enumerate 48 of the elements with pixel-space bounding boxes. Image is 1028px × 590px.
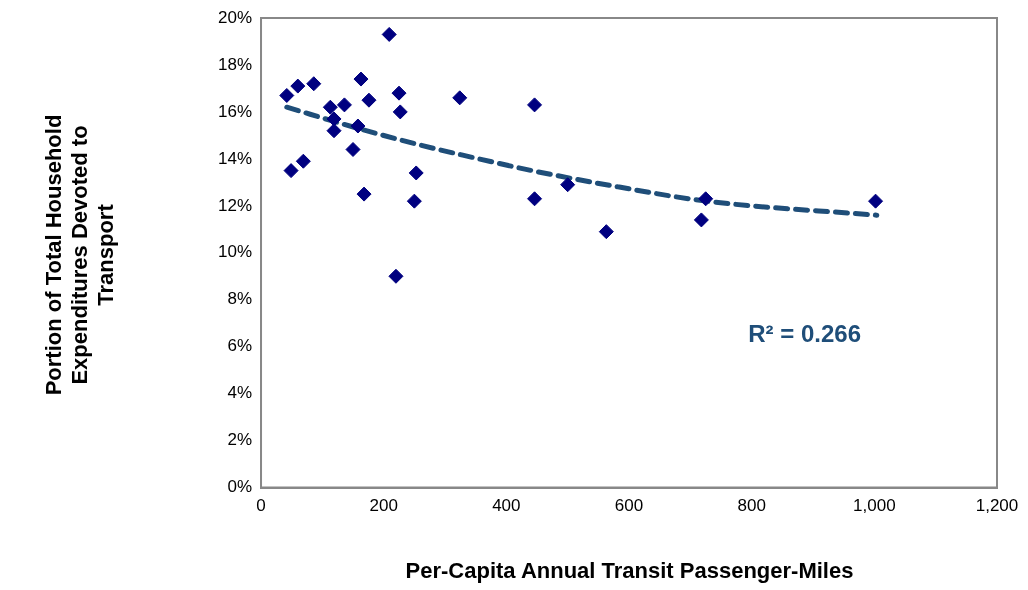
point bbox=[381, 26, 397, 42]
point bbox=[353, 71, 369, 87]
point bbox=[336, 97, 352, 113]
point bbox=[306, 76, 322, 92]
point bbox=[527, 97, 543, 113]
y-tick-label: 4% bbox=[227, 383, 253, 403]
y-tick-label: 16% bbox=[217, 101, 253, 121]
point bbox=[391, 85, 407, 101]
point bbox=[290, 78, 306, 94]
y-tick-label: 14% bbox=[217, 148, 253, 168]
point bbox=[295, 153, 311, 169]
point bbox=[388, 268, 404, 284]
x-tick-label: 0 bbox=[256, 496, 266, 516]
y-tick-label: 18% bbox=[217, 54, 253, 74]
x-tick-label: 600 bbox=[614, 496, 644, 516]
y-tick-label: 12% bbox=[217, 195, 253, 215]
point bbox=[392, 104, 408, 120]
point bbox=[868, 193, 884, 209]
point bbox=[527, 191, 543, 207]
point bbox=[279, 87, 295, 103]
point bbox=[345, 141, 361, 157]
y-tick-label: 6% bbox=[227, 336, 253, 356]
y-tick-label: 8% bbox=[227, 289, 253, 309]
x-tick-label: 1,000 bbox=[853, 496, 896, 516]
point bbox=[698, 191, 714, 207]
y-tick-label: 10% bbox=[217, 242, 253, 262]
y-tick-label: 20% bbox=[217, 7, 253, 27]
point bbox=[283, 163, 299, 179]
y-tick-label: 2% bbox=[227, 430, 253, 450]
annotation: R² = 0.266 bbox=[748, 319, 861, 347]
point bbox=[322, 99, 338, 115]
y-tick-label: 0% bbox=[227, 477, 253, 497]
point bbox=[326, 123, 342, 139]
point bbox=[350, 118, 366, 134]
x-tick-label: 1,200 bbox=[975, 496, 1019, 516]
point bbox=[452, 90, 468, 106]
point bbox=[598, 224, 614, 240]
point bbox=[356, 186, 372, 202]
x-axis-title: Per-Capita Annual Transit Passenger-Miles bbox=[404, 558, 855, 584]
point bbox=[408, 165, 424, 181]
y-axis-title: Portion of Total Household Expenditures Devoted to Transport bbox=[41, 113, 119, 398]
x-tick-label: 400 bbox=[492, 496, 521, 516]
point bbox=[693, 212, 709, 228]
x-tick-label: 800 bbox=[737, 496, 766, 516]
point bbox=[361, 92, 377, 108]
point bbox=[560, 177, 576, 193]
point bbox=[406, 193, 422, 209]
x-tick-label: 200 bbox=[369, 496, 398, 516]
